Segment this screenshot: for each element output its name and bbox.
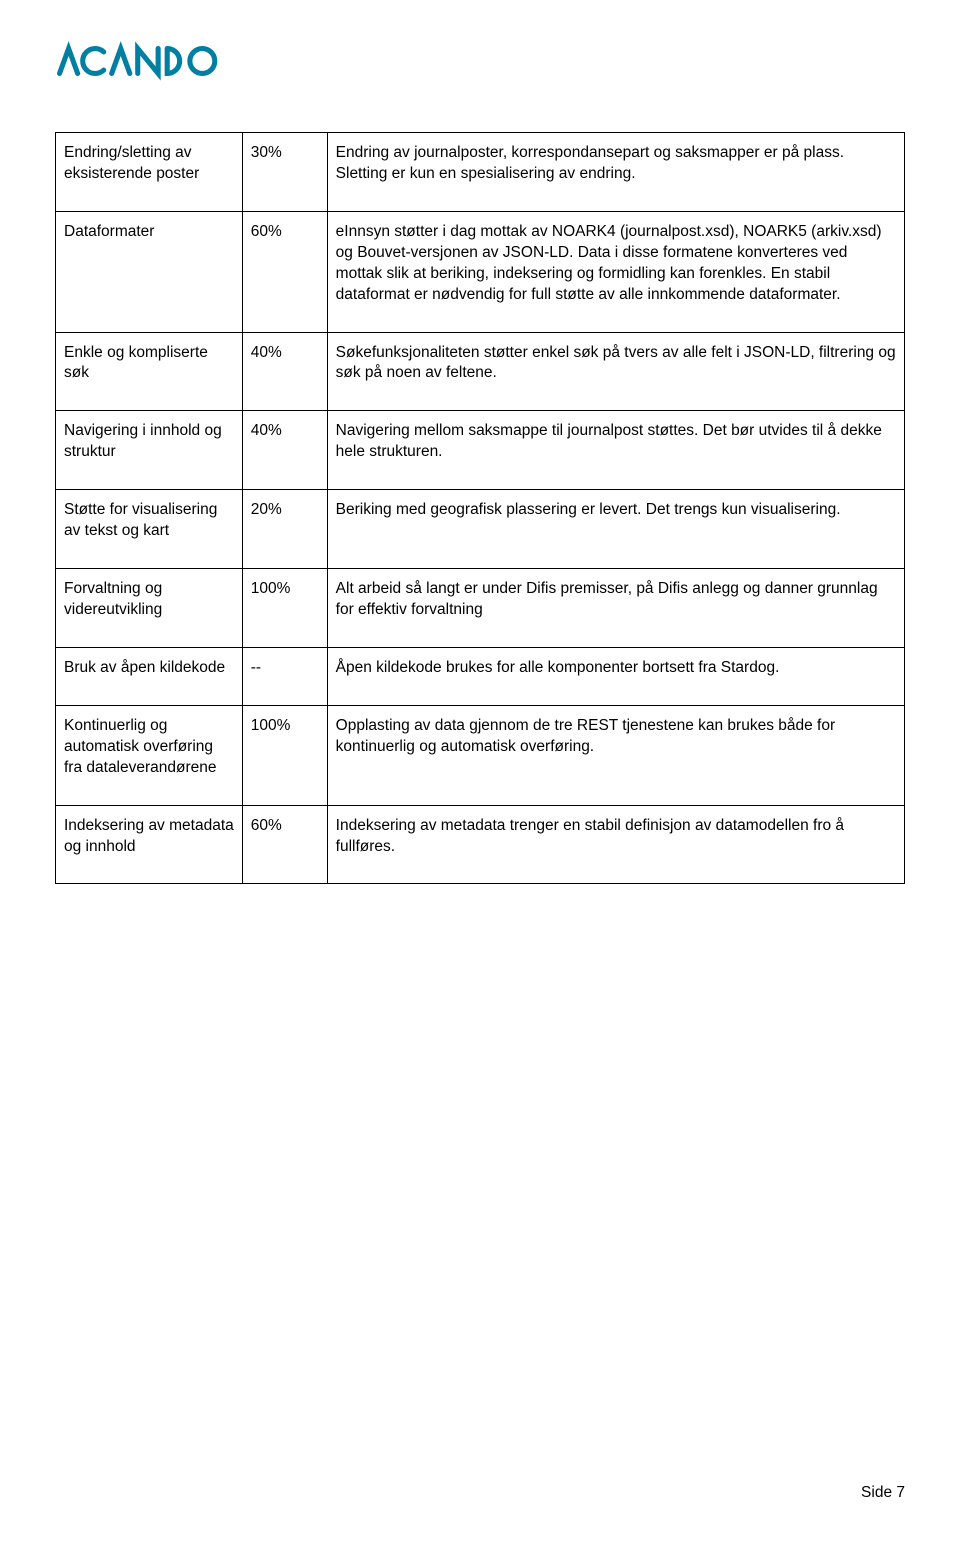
table-row: Bruk av åpen kildekode -- Åpen kildekode… xyxy=(56,647,905,705)
table-row: Dataformater 60% eInnsyn støtter i dag m… xyxy=(56,211,905,332)
row-label: Indeksering av metadata og innhold xyxy=(56,805,243,884)
table-row: Forvaltning og videreutvikling 100% Alt … xyxy=(56,569,905,648)
row-label: Forvaltning og videreutvikling xyxy=(56,569,243,648)
row-label: Bruk av åpen kildekode xyxy=(56,647,243,705)
data-table: Endring/sletting av eksisterende poster … xyxy=(55,132,905,884)
row-desc: Indeksering av metadata trenger en stabi… xyxy=(327,805,904,884)
table-row: Indeksering av metadata og innhold 60% I… xyxy=(56,805,905,884)
page-number: Side 7 xyxy=(861,1484,905,1502)
row-pct: 100% xyxy=(242,705,327,805)
brand-logo xyxy=(55,40,905,82)
row-desc: Navigering mellom saksmappe til journalp… xyxy=(327,411,904,490)
row-desc: Alt arbeid så langt er under Difis premi… xyxy=(327,569,904,648)
row-desc: Endring av journalposter, korrespondanse… xyxy=(327,133,904,212)
row-pct: 60% xyxy=(242,805,327,884)
table-body: Endring/sletting av eksisterende poster … xyxy=(56,133,905,884)
table-row: Enkle og kompliserte søk 40% Søkefunksjo… xyxy=(56,332,905,411)
row-desc: Åpen kildekode brukes for alle komponent… xyxy=(327,647,904,705)
row-label: Navigering i innhold og struktur xyxy=(56,411,243,490)
row-label: Støtte for visualisering av tekst og kar… xyxy=(56,490,243,569)
table-row: Kontinuerlig og automatisk overføring fr… xyxy=(56,705,905,805)
row-pct: 30% xyxy=(242,133,327,212)
row-pct: 60% xyxy=(242,211,327,332)
row-desc: eInnsyn støtter i dag mottak av NOARK4 (… xyxy=(327,211,904,332)
table-row: Støtte for visualisering av tekst og kar… xyxy=(56,490,905,569)
row-label: Kontinuerlig og automatisk overføring fr… xyxy=(56,705,243,805)
row-label: Enkle og kompliserte søk xyxy=(56,332,243,411)
row-pct: 20% xyxy=(242,490,327,569)
row-label: Endring/sletting av eksisterende poster xyxy=(56,133,243,212)
row-pct: 100% xyxy=(242,569,327,648)
row-desc: Beriking med geografisk plassering er le… xyxy=(327,490,904,569)
table-row: Navigering i innhold og struktur 40% Nav… xyxy=(56,411,905,490)
row-pct: 40% xyxy=(242,411,327,490)
row-pct: 40% xyxy=(242,332,327,411)
row-label: Dataformater xyxy=(56,211,243,332)
row-desc: Opplasting av data gjennom de tre REST t… xyxy=(327,705,904,805)
row-desc: Søkefunksjonaliteten støtter enkel søk p… xyxy=(327,332,904,411)
page: Endring/sletting av eksisterende poster … xyxy=(0,0,960,1542)
row-pct: -- xyxy=(242,647,327,705)
table-row: Endring/sletting av eksisterende poster … xyxy=(56,133,905,212)
